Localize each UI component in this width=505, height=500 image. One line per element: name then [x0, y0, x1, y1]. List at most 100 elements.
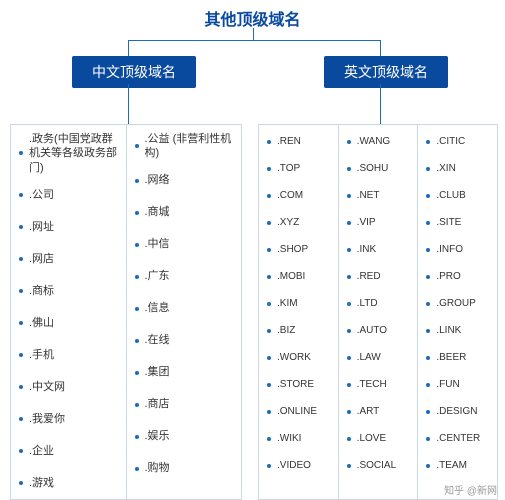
- tld-label: .TOP: [277, 162, 300, 175]
- tld-label: .COM: [277, 189, 303, 202]
- tld-cell: .公益 (非营利性机构): [127, 128, 242, 165]
- tld-cell: .AUTO: [339, 317, 418, 344]
- bullet-icon: [426, 329, 430, 333]
- bullet-icon: [426, 302, 430, 306]
- tld-label: .KIM: [277, 297, 298, 310]
- tld-cell: .企业: [11, 435, 126, 467]
- bullet-icon: [19, 417, 23, 421]
- tld-label: .XYZ: [277, 216, 299, 229]
- tld-cell: .SOCIAL: [339, 452, 418, 479]
- tld-label: .中文网: [29, 380, 65, 394]
- tld-cell: .中文网: [11, 371, 126, 403]
- tld-label: .VIDEO: [277, 459, 311, 472]
- bullet-icon: [19, 385, 23, 389]
- tld-label: .LTD: [357, 297, 378, 310]
- tld-cell: .LAW: [339, 344, 418, 371]
- tld-cell: .信息: [127, 293, 242, 325]
- table-column: .WANG.SOHU .NET .VIP .INK .RED .LTD .AUTO.LAW.…: [339, 125, 419, 499]
- branch-chinese-tld: 中文顶级域名: [72, 56, 196, 88]
- tld-cell: .广东: [127, 261, 242, 293]
- tld-label: .网店: [29, 252, 54, 266]
- tld-cell: .网址: [11, 211, 126, 243]
- tld-label: .ART: [357, 405, 380, 418]
- connector-line: [128, 40, 129, 56]
- bullet-icon: [19, 289, 23, 293]
- bullet-icon: [426, 140, 430, 144]
- tld-label: .广东: [145, 269, 170, 283]
- bullet-icon: [347, 356, 351, 360]
- tld-cell: .VIP: [339, 209, 418, 236]
- bullet-icon: [267, 356, 271, 360]
- bullet-icon: [135, 144, 139, 148]
- bullet-icon: [426, 437, 430, 441]
- tld-cell: .FUN: [418, 371, 497, 398]
- tld-cell: .购物: [127, 453, 242, 485]
- bullet-icon: [19, 257, 23, 261]
- tld-label: .公司: [29, 188, 54, 202]
- tld-cell: .ONLINE: [259, 398, 338, 425]
- bullet-icon: [267, 410, 271, 414]
- tld-cell: .LTD: [339, 290, 418, 317]
- tld-cell: .BEER: [418, 344, 497, 371]
- bullet-icon: [19, 151, 23, 155]
- tld-label: .VIP: [357, 216, 376, 229]
- tld-label: .RED: [357, 270, 381, 283]
- tld-label: .WIKI: [277, 432, 301, 445]
- tld-label: .DESIGN: [436, 405, 477, 418]
- tld-label: .MOBI: [277, 270, 305, 283]
- bullet-icon: [267, 275, 271, 279]
- tld-cell: .WANG: [339, 128, 418, 155]
- tld-label: .SITE: [436, 216, 461, 229]
- tld-cell: .网络: [127, 165, 242, 197]
- tld-cell: .INK: [339, 236, 418, 263]
- tld-cell: .SOHU: [339, 155, 418, 182]
- bullet-icon: [426, 410, 430, 414]
- bullet-icon: [19, 481, 23, 485]
- bullet-icon: [19, 193, 23, 197]
- tld-label: .ONLINE: [277, 405, 317, 418]
- tld-label: .NET: [357, 189, 380, 202]
- bullet-icon: [426, 383, 430, 387]
- english-tld-table: .REN.TOP.COM.XYZ.SHOP.MOBI.KIM.BIZ.WORK.…: [258, 124, 498, 500]
- tld-cell: .网店: [11, 243, 126, 275]
- bullet-icon: [19, 449, 23, 453]
- bullet-icon: [267, 329, 271, 333]
- bullet-icon: [135, 339, 139, 343]
- tld-cell: .TOP: [259, 155, 338, 182]
- tld-cell: .SHOP: [259, 236, 338, 263]
- bullet-icon: [135, 435, 139, 439]
- tld-cell: .MOBI: [259, 263, 338, 290]
- bullet-icon: [347, 194, 351, 198]
- tld-cell: .BIZ: [259, 317, 338, 344]
- tld-cell: .手机: [11, 339, 126, 371]
- bullet-icon: [135, 467, 139, 471]
- tld-label: .政务(中国党政群机关等各级政务部门): [29, 132, 120, 175]
- bullet-icon: [135, 211, 139, 215]
- tld-label: .公益 (非营利性机构): [145, 132, 236, 161]
- tld-label: .商标: [29, 284, 54, 298]
- connector-line: [253, 28, 254, 40]
- tld-cell: .PRO: [418, 263, 497, 290]
- tld-cell: .商店: [127, 389, 242, 421]
- tld-cell: .STORE: [259, 371, 338, 398]
- bullet-icon: [267, 221, 271, 225]
- tld-cell: .TECH: [339, 371, 418, 398]
- tld-cell: .中信: [127, 229, 242, 261]
- connector-line: [380, 40, 381, 56]
- connector-line: [128, 84, 129, 124]
- tld-label: .信息: [145, 301, 170, 315]
- bullet-icon: [347, 410, 351, 414]
- tld-label: .SOCIAL: [357, 459, 396, 472]
- tld-cell: .游戏: [11, 467, 126, 499]
- bullet-icon: [426, 464, 430, 468]
- bullet-icon: [347, 464, 351, 468]
- tld-cell: .ART: [339, 398, 418, 425]
- bullet-icon: [347, 302, 351, 306]
- tld-label: .BEER: [436, 351, 466, 364]
- bullet-icon: [135, 371, 139, 375]
- tld-cell: .XIN: [418, 155, 497, 182]
- tld-label: .游戏: [29, 476, 54, 490]
- bullet-icon: [426, 221, 430, 225]
- tld-label: .中信: [145, 237, 170, 251]
- tld-cell: .商城: [127, 197, 242, 229]
